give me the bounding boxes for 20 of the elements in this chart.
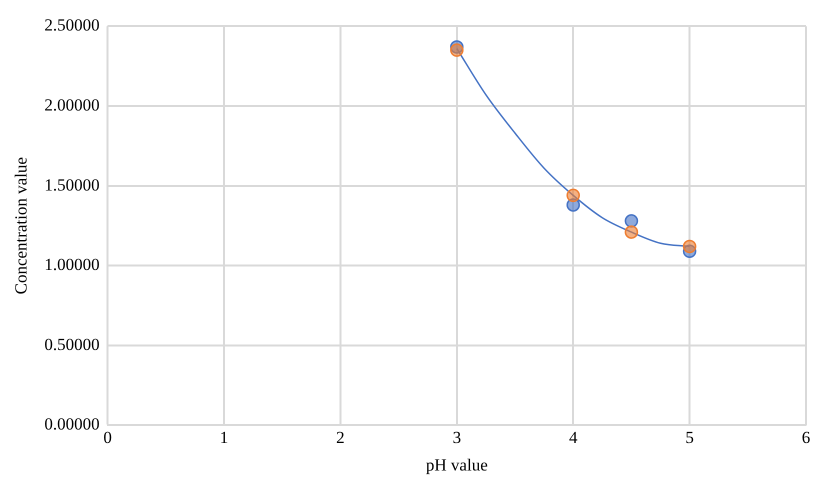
y-tick-label: 0.50000	[44, 334, 100, 354]
x-axis-title: pH value	[426, 455, 488, 474]
point	[566, 188, 580, 202]
point	[682, 240, 696, 254]
y-axis-title: Concentration value	[12, 157, 31, 294]
y-tick-label: 2.50000	[44, 16, 100, 35]
y-tick-label: 1.00000	[44, 255, 100, 274]
x-tick-label: 3	[452, 428, 462, 447]
x-tick-label: 6	[802, 428, 810, 447]
y-tick-label: 1.50000	[44, 175, 100, 194]
y-tick-label: 0.00000	[44, 414, 100, 434]
x-tick-label: 4	[568, 428, 578, 447]
point	[624, 214, 638, 228]
point	[624, 225, 638, 239]
y-tick-label: 2.00000	[44, 95, 100, 114]
x-tick-label: 1	[220, 428, 228, 447]
point	[450, 43, 464, 57]
x-tick-label: 2	[336, 428, 345, 447]
x-tick-label: 0	[103, 428, 112, 447]
x-tick-label: 5	[685, 428, 694, 447]
